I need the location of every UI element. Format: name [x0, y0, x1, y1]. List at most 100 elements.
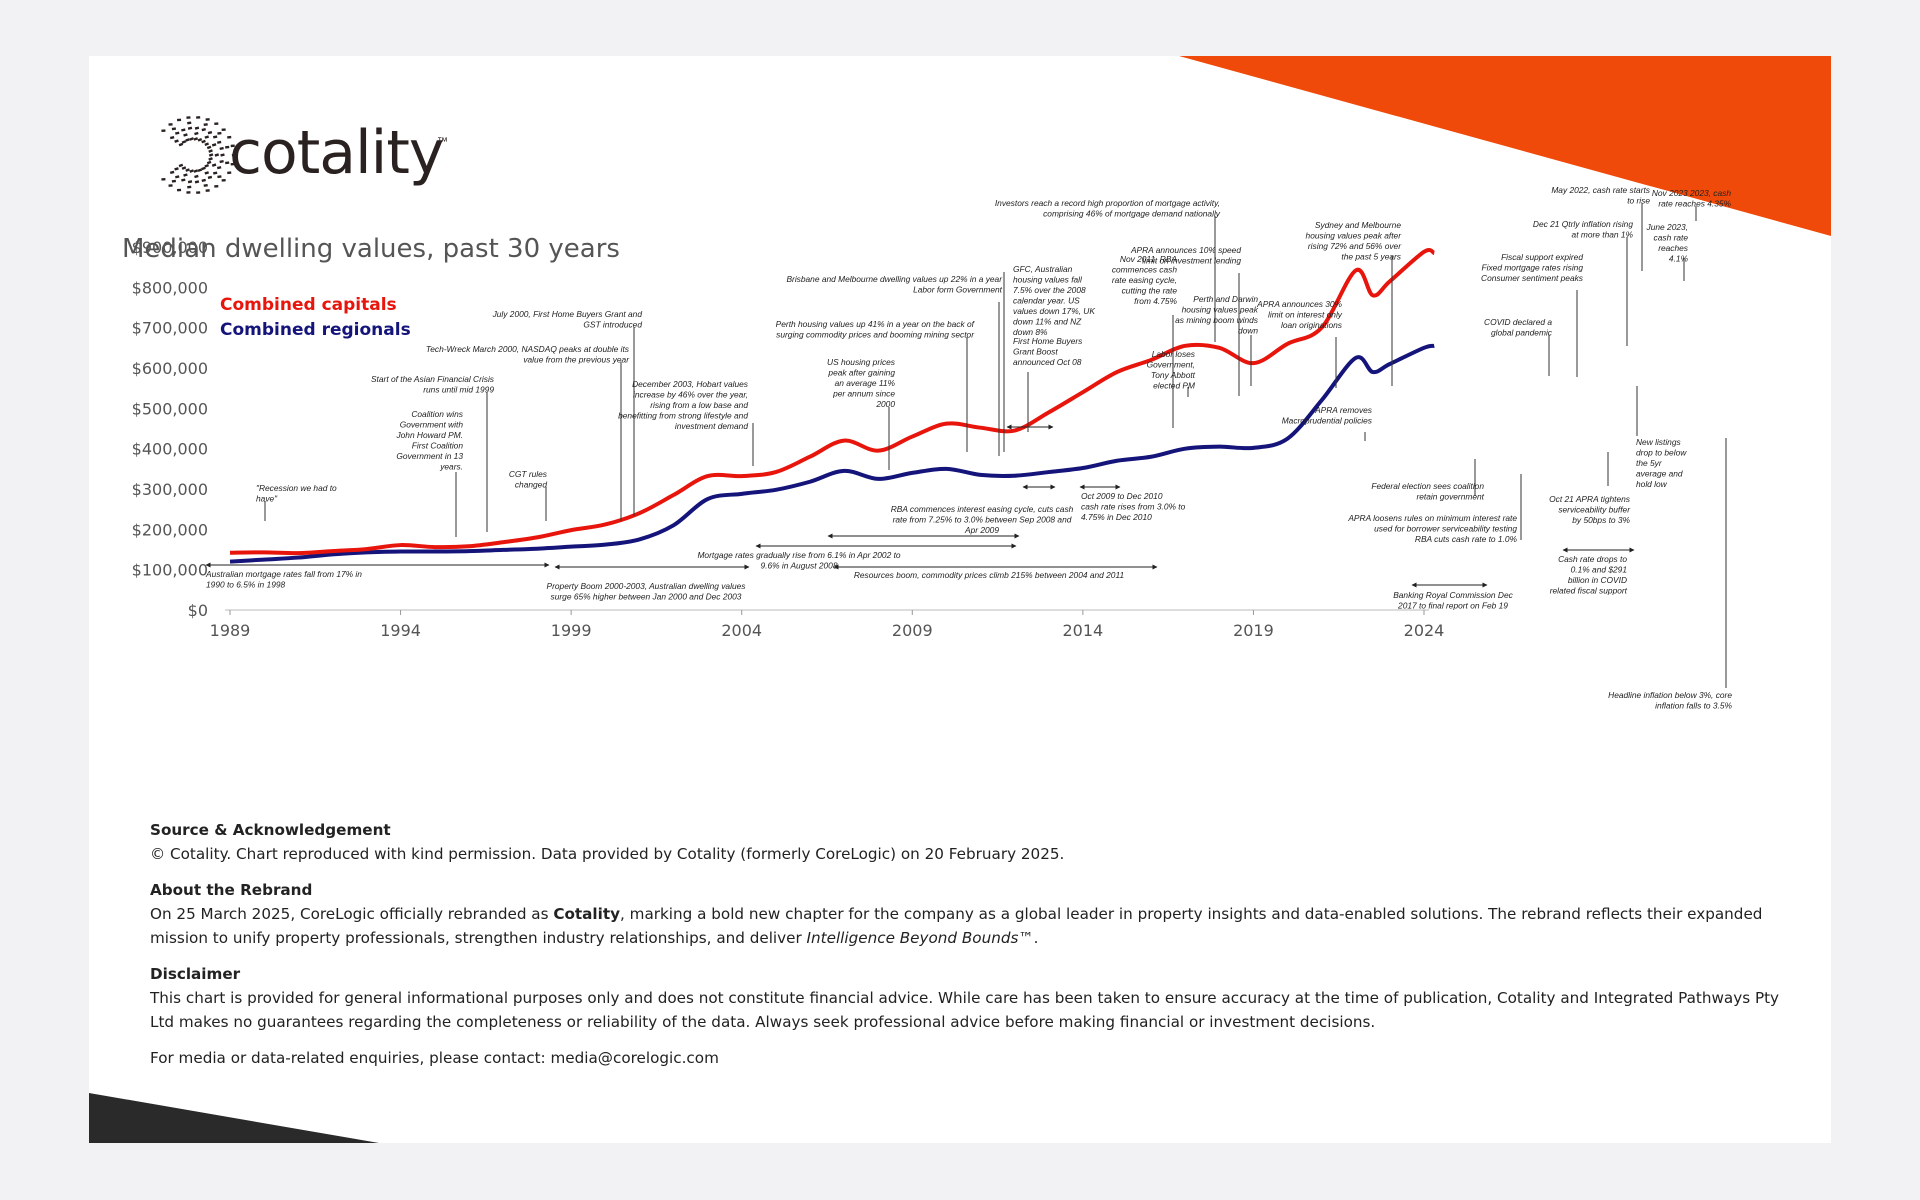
annotation-text: GFC, Australian [1013, 264, 1073, 274]
rebrand-tagline: Intelligence Beyond Bounds™ [806, 929, 1034, 947]
annotation-text: peak after gaining [827, 368, 895, 378]
logo-speck [187, 126, 193, 130]
logo-speck [176, 188, 182, 192]
annotation-text: RBA commences interest easing cycle, cut… [891, 504, 1074, 514]
x-tick-label: 2004 [721, 621, 762, 640]
annotation-text: runs until mid 1999 [423, 385, 494, 395]
annotation-text: Macroprudential policies [1282, 416, 1373, 426]
logo-speck [186, 191, 191, 194]
y-tick-label: $100,000 [132, 561, 208, 580]
logo-speck [196, 116, 201, 119]
annotation-text: Labor form Government [913, 285, 1003, 295]
annotation-text: down 11% and NZ [1013, 317, 1082, 327]
annotation-text: the past 5 years [1341, 252, 1401, 262]
x-tick-label: 2024 [1404, 621, 1445, 640]
annotation-text: Government with [400, 420, 464, 430]
annotation-text: Government in 13 [396, 451, 463, 461]
annotation-text: Perth and Darwin [1193, 294, 1258, 304]
source-heading: Source & Acknowledgement [150, 821, 391, 839]
annotation-text: per annum since [832, 389, 895, 399]
annotation-text: Banking Royal Commission Dec [1393, 590, 1513, 600]
annotation-text: as mining boom winds [1175, 315, 1259, 325]
rebrand-text-part: On 25 March 2025, CoreLogic officially r… [150, 905, 554, 923]
annotation-text: benefitting from strong lifestyle and [618, 411, 748, 421]
line-chart: 1989 1994 1999 2004 2009 2014 2019 2024 $0 $100,0… [132, 185, 1733, 711]
annotation-text: Apr 2009 [964, 525, 999, 535]
logo-speck [161, 177, 166, 181]
logo-speck [161, 129, 166, 133]
annotation-text: Consumer sentiment peaks [1481, 273, 1584, 283]
logo-speck [217, 131, 222, 135]
logo-speck [201, 166, 206, 171]
annotation-text: changed [515, 480, 547, 490]
logo-speck [201, 178, 206, 182]
rebrand-heading: About the Rebrand [150, 881, 313, 899]
annotation-text: commences cash [1112, 265, 1178, 275]
annotation-text: 2017 to final report on Feb 19 [1397, 601, 1508, 611]
annotation-text: cutting the rate [1122, 286, 1178, 296]
annotation-text: Nov 2011, RBA [1120, 254, 1178, 264]
annotation-text: at more than 1% [1572, 230, 1634, 240]
logo-speck [194, 180, 200, 184]
logo-speck [214, 185, 219, 188]
logo-speck [187, 180, 193, 184]
annotation-text: APRA announces 10% speed [1130, 245, 1241, 255]
logo-speck [187, 185, 192, 189]
logo-speck [171, 179, 177, 183]
annotation-text: COVID declared a [1484, 317, 1552, 327]
annotation-text: cash rate [1654, 233, 1689, 243]
logo-speck [205, 118, 210, 121]
annotation-text: Oct 2009 to Dec 2010 [1081, 491, 1163, 501]
annotation-text: Mortgage rates gradually rise from 6.1% … [697, 550, 900, 560]
annotation-text: years. [439, 462, 463, 472]
annotation-text: 9.6% in August 2008 [761, 561, 838, 571]
annotation-text: housing values peak after [1306, 231, 1403, 241]
annotation-text: APRA removes [1314, 405, 1373, 415]
cotality-logo-icon [161, 116, 236, 194]
brand-logo-text: cotality [229, 118, 444, 188]
notes-section: Source & Acknowledgement © Cotality. Cha… [150, 818, 1790, 1082]
annotation-text: increase by 46% over the year, [633, 390, 748, 400]
annotation-text: Australian mortgage rates fall from 17% … [205, 569, 362, 579]
logo-speck [207, 131, 213, 135]
logo-speck [187, 121, 192, 125]
annotation-text: US housing prices [827, 357, 896, 367]
y-tick-label: $600,000 [132, 359, 208, 378]
logo-speck [206, 145, 212, 150]
annotation-text: Resources boom, commodity prices climb 2… [854, 570, 1124, 580]
logo-speck [178, 142, 184, 147]
logo-speck [194, 126, 200, 130]
annotation-text: reaches [1658, 243, 1689, 253]
annotation-text: rate from 7.25% to 3.0% between Sep 2008… [893, 515, 1072, 525]
logo-speck [219, 159, 224, 164]
annotation-text: Fixed mortgage rates rising [1482, 263, 1584, 273]
legend-regionals: Combined regionals [220, 320, 411, 340]
annotation-text: Oct 21 APRA tightens [1549, 494, 1631, 504]
logo-speck [201, 139, 206, 144]
logo-speck [168, 184, 173, 187]
chart-title: Median dwelling values, past 30 years [122, 234, 620, 264]
annotation-text: Grant Boost [1013, 347, 1058, 357]
y-tick-label: $0 [188, 601, 208, 620]
logo-speck [230, 144, 235, 148]
annotation-text: First Coalition [412, 441, 464, 451]
annotation-text: "Recession we had to [256, 483, 337, 493]
x-tick-label: 1994 [380, 621, 421, 640]
annotation-text: serviceability buffer [1558, 505, 1631, 515]
logo-speck [193, 137, 199, 141]
logo-speck [204, 171, 210, 175]
annotation-text: RBA cuts cash rate to 1.0% [1415, 534, 1518, 544]
logo-speck [214, 122, 219, 125]
legend-capitals: Combined capitals [220, 295, 397, 315]
logo-speck [204, 135, 210, 139]
logo-speck [183, 173, 188, 177]
logo-speck [203, 123, 208, 127]
logo-speck [211, 143, 217, 147]
series-line-combined-capitals [229, 248, 1436, 556]
annotation-text: investment demand [675, 421, 748, 431]
annotation-text: GST introduced [583, 320, 642, 330]
logo-speck [201, 128, 206, 132]
annotation-text: First Home Buyers [1013, 336, 1083, 346]
y-tick-label: $900,000 [132, 238, 208, 257]
annotation-text: Investors reach a record high proportion… [995, 198, 1220, 208]
